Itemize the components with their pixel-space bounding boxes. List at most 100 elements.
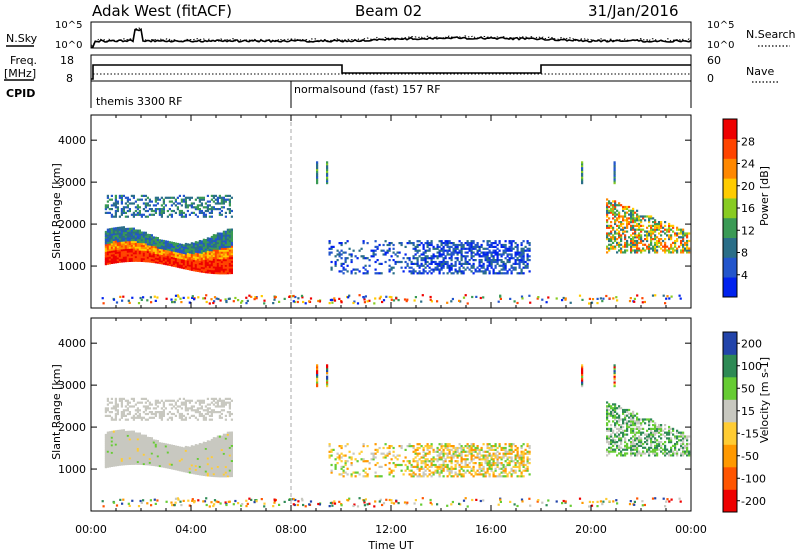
velocity-cell <box>138 432 141 435</box>
velocity-cell <box>104 441 107 444</box>
velocity-cell <box>106 442 109 446</box>
power-cell <box>108 228 111 231</box>
velocity-cell <box>158 446 161 449</box>
power-cell <box>342 262 345 265</box>
power-cell <box>522 253 525 256</box>
power-cell <box>316 166 319 170</box>
power-cell <box>226 260 229 263</box>
power-cell <box>142 244 145 247</box>
velocity-cell <box>348 456 351 459</box>
velocity-cell <box>114 454 117 457</box>
power-cell <box>116 259 119 262</box>
power-cell <box>228 228 231 231</box>
velocity-cell <box>178 459 181 462</box>
velocity-cell <box>416 462 419 465</box>
velocity-cell <box>168 403 171 406</box>
velocity-cell <box>190 471 193 474</box>
power-cell <box>144 260 147 263</box>
power-cell <box>136 206 139 209</box>
velocity-cell <box>134 447 137 450</box>
power-cell <box>606 204 609 207</box>
power-cell <box>494 264 497 267</box>
velocity-cell <box>110 432 113 435</box>
power-cell <box>434 255 437 258</box>
velocity-cell <box>340 460 343 463</box>
power-cell <box>190 196 193 199</box>
velocity-cell <box>218 435 221 438</box>
velocity-cell <box>202 418 205 421</box>
power-cell <box>610 232 613 235</box>
velocity-cell <box>172 465 175 468</box>
power-cell <box>338 297 341 300</box>
velocity-cell <box>372 454 375 457</box>
power-cell <box>630 249 633 252</box>
power-cell <box>490 264 493 267</box>
power-cell <box>430 240 433 243</box>
velocity-cell <box>480 462 483 465</box>
velocity-cell <box>172 460 175 463</box>
velocity-cell <box>422 460 425 463</box>
velocity-cell <box>176 451 179 454</box>
velocity-cell <box>216 439 219 442</box>
power-cell <box>180 215 183 218</box>
power-cell <box>662 230 665 233</box>
velocity-cell <box>216 452 219 455</box>
power-cell <box>680 232 683 235</box>
power-cell <box>156 242 159 245</box>
power-cell <box>660 230 663 233</box>
power-cell <box>230 228 233 231</box>
velocity-cell <box>178 450 181 453</box>
power-cell <box>480 243 483 247</box>
velocity-cell <box>456 454 459 457</box>
power-cell <box>222 251 225 254</box>
velocity-cell <box>334 467 337 470</box>
velocity-cell <box>130 432 133 435</box>
power-cell <box>424 270 427 273</box>
power-cell <box>162 255 165 258</box>
power-cell <box>212 256 215 259</box>
velocity-cell <box>178 461 181 464</box>
velocity-cell <box>142 445 145 449</box>
velocity-cell <box>432 448 435 451</box>
velocity-cell <box>206 442 209 445</box>
power-cell <box>216 272 219 275</box>
velocity-cell <box>110 397 113 400</box>
power-cell <box>508 259 511 262</box>
power-cell <box>613 161 616 164</box>
velocity-cell <box>150 412 153 416</box>
power-cell <box>640 236 643 239</box>
velocity-cell <box>428 446 431 450</box>
velocity-cell <box>442 465 445 468</box>
velocity-cell <box>476 452 479 455</box>
power-cell <box>422 268 425 271</box>
power-cell <box>188 255 191 258</box>
power-cell <box>504 257 507 260</box>
power-cell <box>214 249 217 252</box>
velocity-cell <box>130 443 133 446</box>
velocity-cell <box>472 475 475 478</box>
power-cell <box>108 256 111 259</box>
velocity-cell <box>118 439 121 442</box>
power-cell <box>581 182 584 185</box>
power-cell <box>160 196 163 199</box>
velocity-cell <box>156 460 159 463</box>
power-cell <box>166 196 169 199</box>
power-cell <box>112 244 115 247</box>
velocity-cell <box>182 397 185 400</box>
power-cell <box>380 262 383 265</box>
velocity-cell <box>200 399 203 402</box>
velocity-cell <box>136 462 139 465</box>
power-cell <box>176 252 179 255</box>
velocity-cell <box>144 449 147 452</box>
power-cell <box>460 264 463 267</box>
velocity-cell <box>118 399 121 402</box>
power-cell <box>112 229 115 232</box>
velocity-cell <box>116 448 119 451</box>
velocity-cell <box>478 463 481 467</box>
power-cell <box>333 297 336 300</box>
power-cell <box>522 249 525 252</box>
velocity-cell <box>200 460 203 463</box>
power-cell <box>136 237 139 240</box>
velocity-cell <box>454 465 457 468</box>
